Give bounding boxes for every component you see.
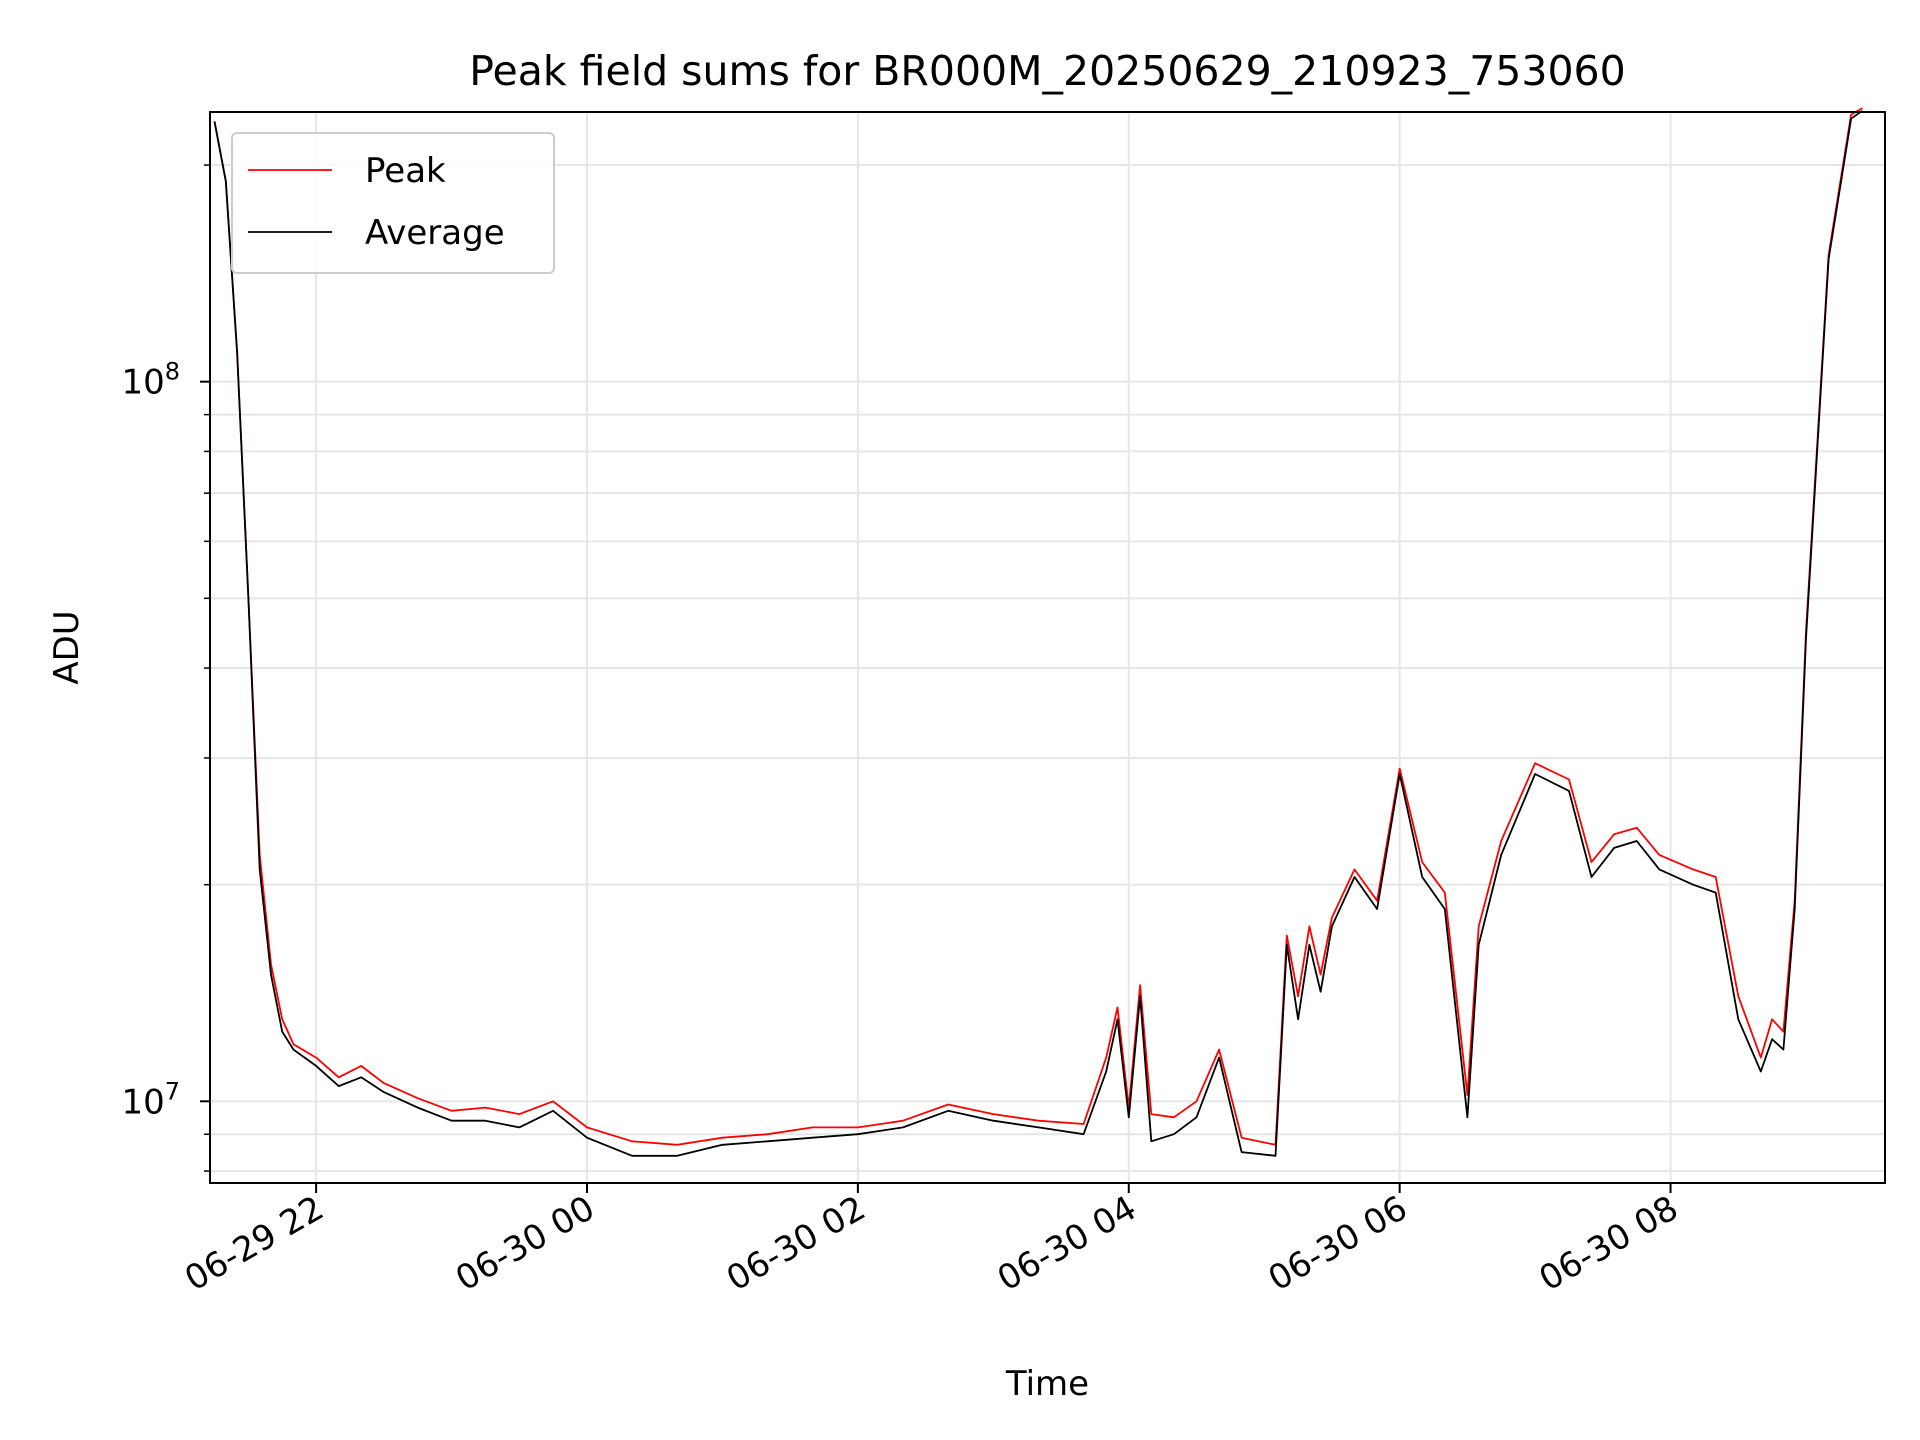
chart-title: Peak field sums for BR000M_20250629_2109… (469, 47, 1625, 95)
series-line-peak (213, 107, 1863, 1146)
grid (210, 112, 1885, 1183)
legend-box (231, 132, 555, 274)
legend: Peak Average (231, 132, 555, 274)
plot-frame (209, 111, 1886, 1184)
y-tick-label: 108 (121, 358, 180, 403)
y-tick-label: 107 (121, 1077, 180, 1122)
series-line-average (213, 109, 1863, 1157)
series-layer (213, 107, 1863, 1157)
legend-label-peak: Peak (365, 151, 446, 191)
legend-label-average: Average (365, 213, 505, 253)
y-axis-label: ADU (47, 610, 87, 684)
x-axis-label: Time (1005, 1364, 1089, 1404)
